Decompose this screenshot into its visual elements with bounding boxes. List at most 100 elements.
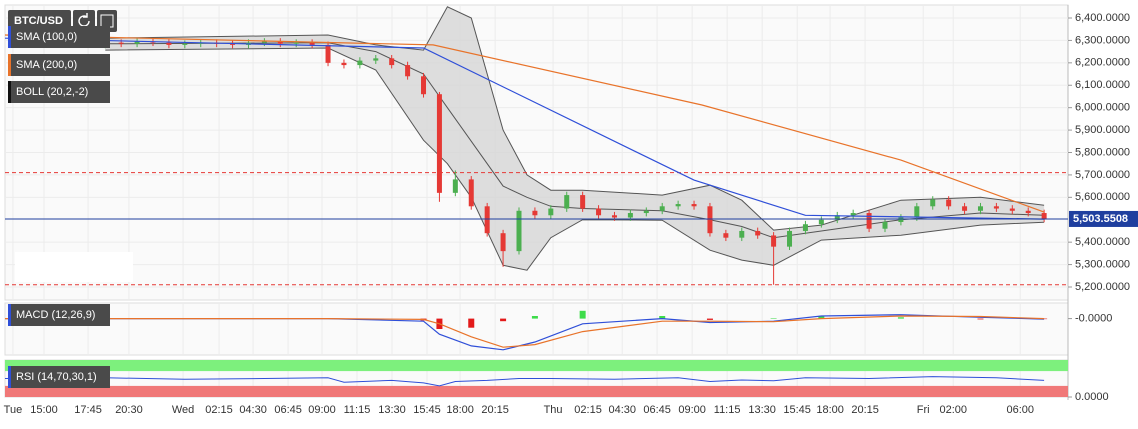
macd-histogram-bar bbox=[977, 318, 984, 320]
x-tick-label: Tue bbox=[4, 404, 23, 416]
x-tick-label: 11:15 bbox=[714, 404, 741, 416]
x-tick-label: 17:45 bbox=[74, 404, 102, 416]
candle-body bbox=[977, 206, 983, 211]
y-tick-label: -0.0000 bbox=[1075, 313, 1112, 325]
x-tick-label: 18:00 bbox=[816, 404, 844, 416]
candle-body bbox=[723, 233, 729, 238]
y-tick-label: 5,300.0000 bbox=[1075, 258, 1130, 270]
candle-body bbox=[532, 210, 538, 216]
candle-body bbox=[357, 60, 363, 66]
x-tick-label: 13:30 bbox=[748, 404, 776, 416]
candle-body bbox=[452, 179, 458, 193]
refresh-icon bbox=[78, 13, 90, 27]
candle-body bbox=[659, 206, 665, 211]
legend-label: BOLL (20,2,-2) bbox=[16, 86, 88, 98]
legend-swatch bbox=[8, 26, 11, 48]
x-tick-label: 15:00 bbox=[30, 404, 58, 416]
candle-body bbox=[1009, 208, 1015, 211]
sma-line bbox=[4, 34, 1045, 213]
candle-body bbox=[341, 62, 347, 66]
candle-body bbox=[627, 213, 633, 218]
y-tick-label: 5,200.0000 bbox=[1075, 281, 1130, 293]
macd-histogram-bar bbox=[500, 318, 507, 322]
oversold-band bbox=[5, 385, 1068, 397]
legend-swatch bbox=[8, 366, 11, 388]
candle-body bbox=[548, 208, 554, 216]
candle-body bbox=[850, 213, 856, 216]
candle-body bbox=[468, 179, 474, 207]
y-tick-label: 6,300.0000 bbox=[1075, 34, 1130, 46]
x-tick-label: 02:15 bbox=[574, 404, 602, 416]
candle-body bbox=[739, 230, 745, 238]
candle-body bbox=[277, 41, 283, 44]
candle-body bbox=[516, 210, 522, 252]
y-tick-label: 6,400.0000 bbox=[1075, 12, 1130, 24]
overbought-band bbox=[5, 360, 1068, 372]
candle-body bbox=[834, 215, 840, 220]
candle-body bbox=[866, 213, 872, 229]
x-tick-label: Wed bbox=[172, 404, 194, 416]
x-tick-label: 04:30 bbox=[609, 404, 637, 416]
candle-body bbox=[134, 41, 140, 44]
legend-box[interactable] bbox=[8, 54, 110, 76]
x-tick-label: 20:15 bbox=[851, 404, 879, 416]
candle-body bbox=[946, 199, 952, 207]
x-tick-label: 13:30 bbox=[378, 404, 406, 416]
candle-body bbox=[930, 199, 936, 207]
candle-body bbox=[755, 230, 761, 236]
x-tick-label: 09:00 bbox=[678, 404, 706, 416]
legend-box[interactable] bbox=[8, 304, 110, 326]
candle-body bbox=[261, 41, 267, 43]
candle-body bbox=[118, 42, 124, 44]
x-tick-label: 15:45 bbox=[783, 404, 811, 416]
legend-label: RSI (14,70,30,1) bbox=[16, 371, 97, 383]
candle-body bbox=[564, 195, 570, 209]
candle-body bbox=[309, 42, 315, 45]
x-tick-label: 20:30 bbox=[115, 404, 143, 416]
bollinger-upper bbox=[105, 6, 1045, 231]
y-tick-label: 5,400.0000 bbox=[1075, 236, 1130, 248]
x-tick-label: 11:15 bbox=[344, 404, 371, 416]
candle-body bbox=[405, 65, 411, 77]
macd-line bbox=[5, 315, 1045, 348]
candle-body bbox=[596, 208, 602, 216]
candle-body bbox=[436, 94, 442, 193]
legend-box[interactable] bbox=[8, 366, 110, 388]
x-tick-label: 18:00 bbox=[446, 404, 474, 416]
x-tick-label: 02:15 bbox=[205, 404, 233, 416]
blank-box bbox=[15, 252, 133, 282]
legend-box[interactable] bbox=[8, 26, 110, 48]
candle-body bbox=[293, 42, 299, 44]
macd-histogram-bar bbox=[659, 316, 666, 319]
macd-histogram-bar bbox=[531, 316, 538, 319]
candle-body bbox=[962, 206, 968, 211]
legend-swatch bbox=[8, 304, 11, 326]
legend-label: SMA (100,0) bbox=[16, 31, 77, 43]
macd-histogram-bar bbox=[1041, 318, 1048, 320]
candle-body bbox=[771, 235, 777, 247]
x-tick-label: Fri bbox=[917, 404, 930, 416]
candle-body bbox=[166, 42, 172, 45]
x-tick-label: Thu bbox=[544, 404, 563, 416]
candle-body bbox=[611, 215, 617, 218]
candle-body bbox=[802, 224, 808, 231]
rsi-line bbox=[4, 376, 1045, 387]
candle-body bbox=[993, 206, 999, 209]
candle-body bbox=[1025, 210, 1031, 214]
macd-histogram-bar bbox=[770, 318, 777, 319]
y-tick-label: 0.0000 bbox=[1075, 391, 1109, 403]
candle-body bbox=[882, 221, 888, 229]
candle-body bbox=[182, 43, 188, 45]
x-tick-label: 02:00 bbox=[940, 404, 968, 416]
y-tick-label: 6,000.0000 bbox=[1075, 102, 1130, 114]
candle-body bbox=[707, 206, 713, 234]
macd-histogram-bar bbox=[579, 310, 586, 319]
bollinger-area bbox=[105, 6, 1045, 271]
x-tick-label: 06:45 bbox=[274, 404, 302, 416]
bollinger-lower bbox=[105, 47, 1045, 271]
x-tick-label: 20:15 bbox=[481, 404, 509, 416]
macd-line bbox=[5, 314, 1045, 351]
macd-histogram-bar bbox=[897, 317, 904, 319]
legend-box[interactable] bbox=[8, 81, 110, 103]
